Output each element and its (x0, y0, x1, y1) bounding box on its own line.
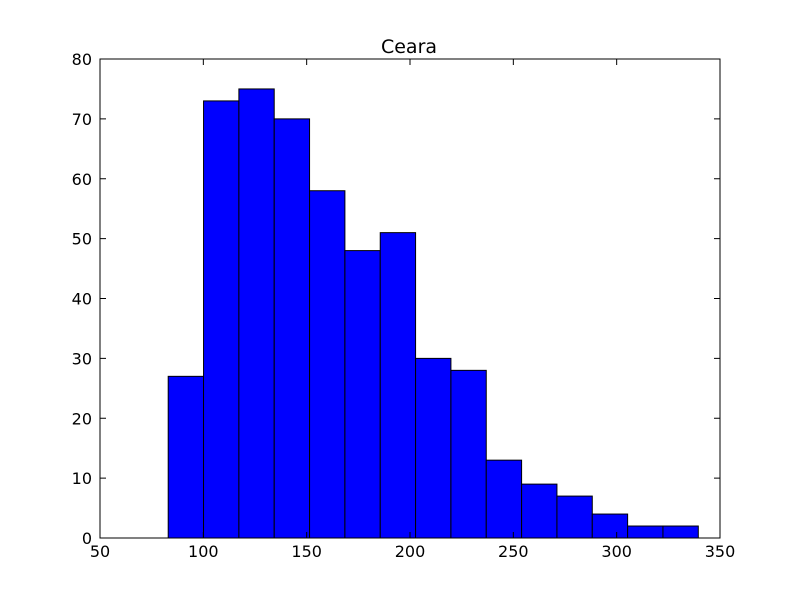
x-tick-label: 350 (705, 542, 736, 561)
histogram-bar-10 (521, 483, 558, 539)
histogram-bar-11 (556, 495, 593, 539)
x-tick-label: 100 (188, 542, 219, 561)
x-tick-label: 50 (90, 542, 110, 561)
chart-title: Ceara (381, 36, 437, 58)
histogram-bar-12 (591, 513, 629, 539)
y-tick-label: 0 (82, 529, 92, 548)
x-tick-label: 150 (291, 542, 322, 561)
y-tick-label: 10 (72, 469, 92, 488)
x-tick-label: 250 (498, 542, 529, 561)
histogram-bar-0 (167, 375, 205, 539)
histogram-bar-8 (450, 369, 487, 539)
x-tick-label: 200 (395, 542, 426, 561)
y-tick-label: 20 (72, 409, 92, 428)
y-tick-label: 60 (72, 170, 92, 189)
y-tick-label: 50 (72, 230, 92, 249)
histogram-bar-5 (344, 250, 381, 539)
y-tick-label: 40 (72, 290, 92, 309)
x-tick-label: 300 (601, 542, 632, 561)
axis-ticks: 50 100 150 200 250 300 350 0 10 20 30 40 50 60 70 80 (72, 50, 736, 561)
plot-frame (99, 58, 721, 539)
histogram-bar-14 (662, 525, 699, 539)
histogram-bar-2 (238, 88, 275, 539)
histogram-bar-4 (309, 190, 346, 539)
y-tick-label: 30 (72, 349, 92, 368)
y-tick-label: 80 (72, 50, 92, 69)
y-tick-label: 70 (72, 110, 92, 129)
histogram-bar-13 (627, 525, 664, 539)
histogram-bar-6 (379, 232, 417, 539)
histogram-bar-9 (485, 459, 523, 539)
histogram-bar-1 (203, 100, 240, 539)
histogram-bars (167, 88, 699, 539)
histogram-bar-7 (415, 357, 452, 539)
histogram-bar-3 (273, 118, 311, 539)
